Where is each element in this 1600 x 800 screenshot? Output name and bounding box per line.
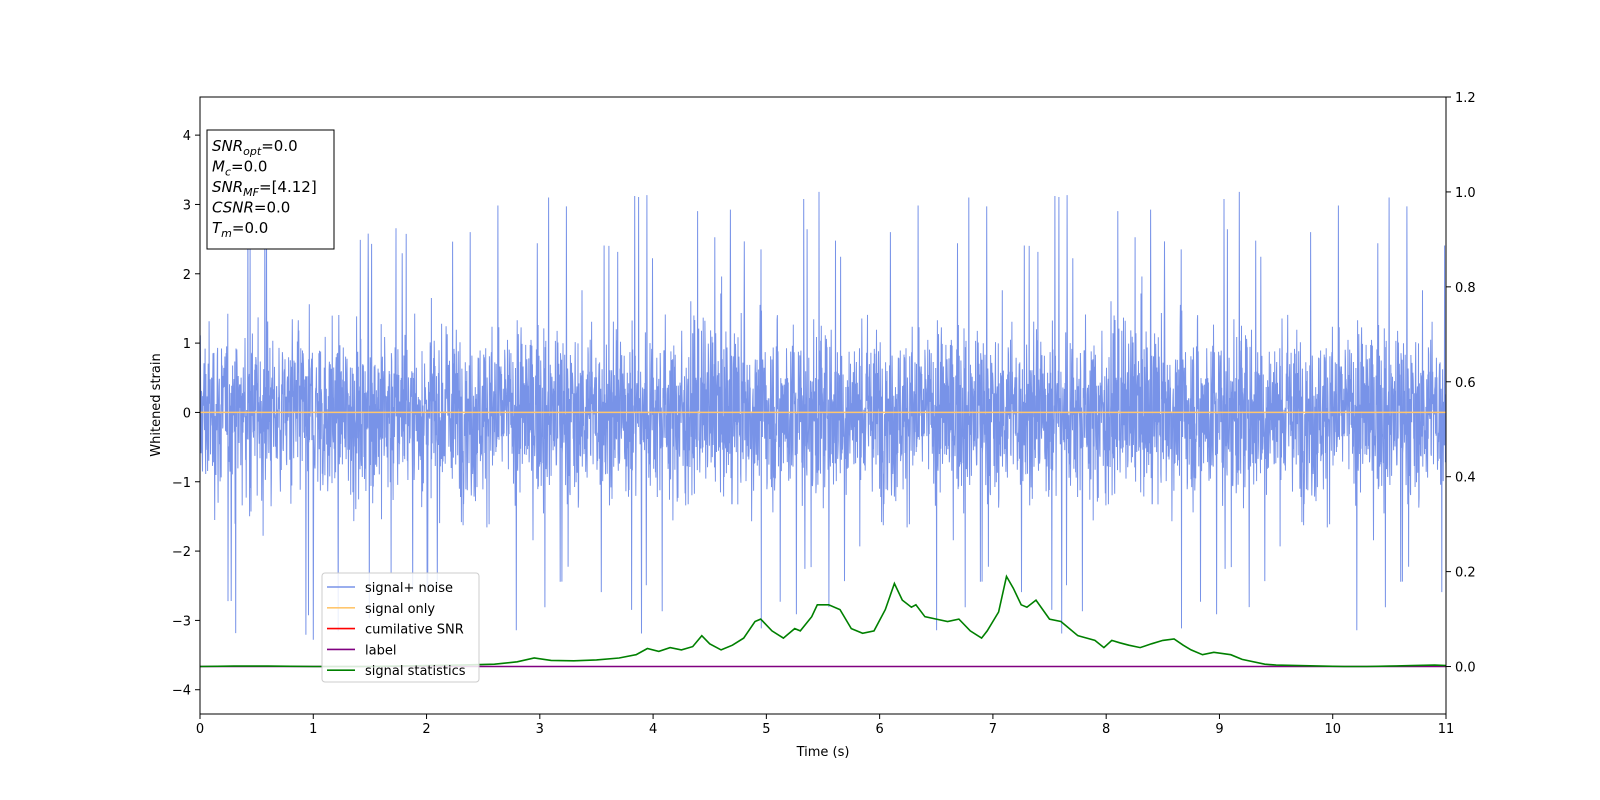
y2-tick-label: 1.0 xyxy=(1455,186,1476,201)
x-tick-label: 0 xyxy=(196,722,204,737)
x-tick-label: 5 xyxy=(762,722,770,737)
x-tick-label: 1 xyxy=(309,722,317,737)
info-value: =0.0 xyxy=(254,199,290,217)
info-var: CSNR xyxy=(212,199,254,217)
info-var: SNR xyxy=(212,137,243,155)
info-sub: opt xyxy=(243,145,262,158)
legend-label: cumilative SNR xyxy=(365,623,464,638)
y-tick-label: −4 xyxy=(172,684,191,699)
y-axis-title: Whitened strain xyxy=(149,353,164,456)
x-tick-label: 11 xyxy=(1438,722,1455,737)
info-value: =0.0 xyxy=(261,137,297,155)
info-box-frame xyxy=(206,129,335,250)
y-tick-label: −1 xyxy=(172,476,191,491)
x-tick-label: 6 xyxy=(875,722,883,737)
y-tick-label: 3 xyxy=(183,198,191,213)
y-tick-label: 4 xyxy=(183,129,191,144)
legend-label: signal only xyxy=(365,602,435,617)
legend-label: signal statistics xyxy=(365,664,466,679)
x-tick-label: 7 xyxy=(989,722,997,737)
y2-tick-label: 0.2 xyxy=(1455,566,1476,581)
x-tick-label: 8 xyxy=(1102,722,1110,737)
info-sub: m xyxy=(221,227,232,240)
info-line: SNRopt=0.0 xyxy=(212,137,298,158)
info-value: =0.0 xyxy=(231,158,267,176)
y-axis-right: 0.0 0.2 0.4 0.6 0.8 1.0 1.2 xyxy=(1446,91,1476,676)
x-tick-label: 3 xyxy=(536,722,544,737)
x-tick-label: 9 xyxy=(1215,722,1223,737)
legend-label: signal+ noise xyxy=(365,581,453,596)
info-line: Mc=0.0 xyxy=(212,158,267,179)
y-axis-left: −4 −3 −2 −1 0 1 2 3 4 xyxy=(172,129,200,699)
y-tick-label: 1 xyxy=(183,337,191,352)
signal-noise-line xyxy=(200,185,1446,640)
y-tick-label: 0 xyxy=(183,406,191,421)
legend-frame xyxy=(321,572,480,683)
x-axis: 0 1 2 3 4 5 6 7 8 9 10 11 xyxy=(196,714,1454,737)
info-var: SNR xyxy=(212,178,243,196)
info-line: CSNR=0.0 xyxy=(212,199,290,217)
y2-tick-label: 0.8 xyxy=(1455,281,1476,296)
x-tick-label: 2 xyxy=(422,722,430,737)
y2-tick-label: 0.4 xyxy=(1455,471,1476,486)
legend-label: label xyxy=(365,643,396,658)
y2-tick-label: 0.0 xyxy=(1455,661,1476,676)
signal-statistics-line xyxy=(200,574,1446,668)
info-line: Tm=0.0 xyxy=(212,219,268,240)
y2-tick-label: 1.2 xyxy=(1455,91,1476,106)
info-line: SNRMF=[4.12] xyxy=(212,178,317,199)
y-tick-label: −2 xyxy=(172,545,191,560)
info-value: =0.0 xyxy=(232,219,268,237)
x-tick-label: 4 xyxy=(649,722,657,737)
y-tick-label: −3 xyxy=(172,614,191,629)
info-value: =[4.12] xyxy=(259,178,317,196)
y-tick-label: 2 xyxy=(183,268,191,283)
y2-tick-label: 0.6 xyxy=(1455,376,1476,391)
info-var: T xyxy=(212,219,223,237)
info-sub: c xyxy=(225,166,231,179)
info-sub: MF xyxy=(243,186,259,199)
legend: signal+ noise signal only cumilative SNR la… xyxy=(321,572,480,683)
x-tick-label: 10 xyxy=(1324,722,1341,737)
x-axis-title: Time (s) xyxy=(796,745,850,760)
info-box: SNRopt=0.0Mc=0.0SNRMF=[4.12]CSNR=0.0Tm=0… xyxy=(206,129,335,250)
plot-frame xyxy=(199,96,1447,715)
info-var: M xyxy=(212,158,225,176)
